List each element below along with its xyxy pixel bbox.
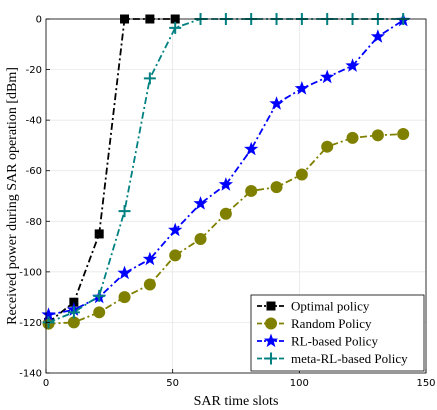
plus-marker xyxy=(169,21,182,34)
circle-marker xyxy=(371,129,384,142)
circle-marker xyxy=(397,128,410,141)
legend-entry: Random Policy xyxy=(257,316,372,331)
legend-label: RL-based Policy xyxy=(291,334,379,349)
star-marker xyxy=(269,96,284,110)
legend-label: meta-RL-based Policy xyxy=(291,351,408,366)
plot-frame xyxy=(45,18,427,374)
square-marker xyxy=(94,229,104,239)
star-marker xyxy=(263,333,279,348)
legend-label: Optimal policy xyxy=(291,299,370,314)
y-tick-label: -140 xyxy=(19,369,42,380)
circle-marker xyxy=(346,131,359,144)
y-tick-label: -80 xyxy=(26,217,42,228)
star-marker xyxy=(41,307,56,321)
circle-marker xyxy=(321,140,334,153)
series-line xyxy=(48,19,404,316)
legend-entry: RL-based Policy xyxy=(257,333,379,349)
star-marker xyxy=(244,141,259,156)
circle-marker xyxy=(93,306,106,319)
plus-marker xyxy=(67,306,80,319)
circle-marker xyxy=(295,168,308,181)
x-tick-label: 50 xyxy=(166,378,179,389)
plus-marker xyxy=(143,72,156,85)
star-marker xyxy=(345,58,360,72)
x-tick-label: 100 xyxy=(290,378,309,389)
tick-layer: 0 50 100 150 0 -20 -40 -60 -80 -100 -120 -140 xyxy=(19,15,435,390)
circle-marker xyxy=(219,207,232,220)
plus-marker xyxy=(118,205,131,218)
series-line xyxy=(48,18,404,324)
star-marker xyxy=(193,196,208,210)
y-tick-label: -100 xyxy=(19,267,42,278)
legend: Optimal policy Random Policy RL-based Poli… xyxy=(250,294,425,372)
circle-marker xyxy=(270,181,283,194)
y-tick-label: -120 xyxy=(19,318,42,329)
y-tick-label: -60 xyxy=(26,166,42,177)
star-marker xyxy=(370,29,385,43)
x-tick-label: 0 xyxy=(43,378,49,389)
square-marker xyxy=(69,297,79,307)
star-marker xyxy=(320,69,335,84)
circle-marker xyxy=(265,317,277,330)
legend-entry: Optimal policy xyxy=(257,299,370,314)
series-random-policy xyxy=(42,128,410,330)
star-marker xyxy=(142,251,157,266)
x-tick-label: 150 xyxy=(416,378,435,389)
star-marker xyxy=(168,222,183,237)
x-axis-title: SAR time slots xyxy=(194,394,279,409)
circle-marker xyxy=(67,316,80,329)
star-marker xyxy=(294,81,309,95)
plus-marker xyxy=(93,289,106,302)
y-tick-label: -40 xyxy=(26,116,42,127)
y-tick-label: 0 xyxy=(36,15,42,26)
y-axis-title: Received power during SAR operation [dBm… xyxy=(5,67,20,325)
star-marker xyxy=(218,177,233,191)
star-marker xyxy=(117,265,132,280)
circle-marker xyxy=(118,291,131,304)
plus-marker xyxy=(265,352,277,365)
circle-marker xyxy=(169,249,182,262)
circle-marker xyxy=(245,184,258,197)
legend-label: Random Policy xyxy=(291,316,372,331)
circle-marker xyxy=(143,278,156,291)
square-marker xyxy=(266,301,276,311)
legend-entry: meta-RL-based Policy xyxy=(257,351,408,366)
y-tick-label: -20 xyxy=(26,65,42,76)
circle-marker xyxy=(194,232,207,245)
